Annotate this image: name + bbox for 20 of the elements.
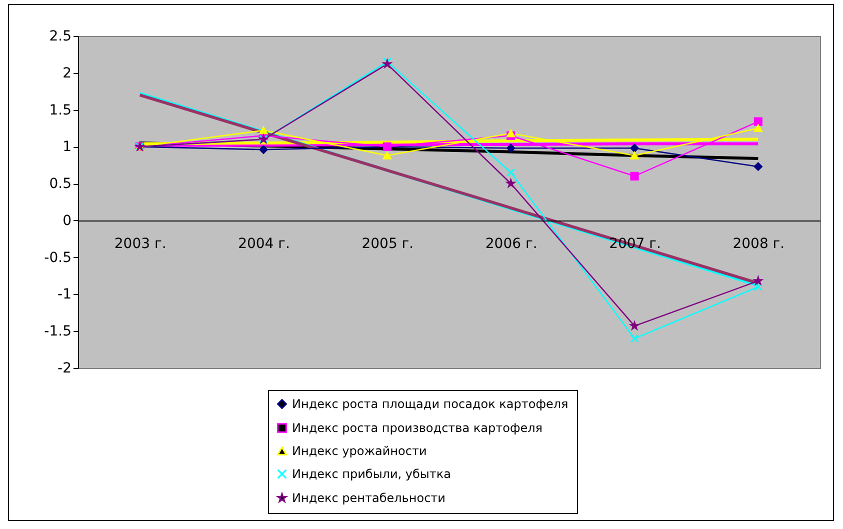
y-tick-label: -1 <box>58 286 72 303</box>
y-tick-label: 2.5 <box>49 28 72 44</box>
legend-label: Индекс прибыли, убытка <box>292 467 451 481</box>
y-tick-label: -2 <box>58 360 72 376</box>
legend-label: Индекс роста производства картофеля <box>292 421 542 435</box>
x-tick-label: 2006 г. <box>485 236 538 252</box>
x-tick-label: 2008 г. <box>732 236 785 252</box>
y-tick-label: 2 <box>62 65 72 82</box>
legend-label: Индекс роста площади посадок картофеля <box>292 397 568 411</box>
legend-label: Индекс урожайности <box>292 444 427 458</box>
y-tick-label: 0.5 <box>49 176 72 192</box>
y-tick-label: 1.5 <box>49 102 72 118</box>
x-tick-label: 2005 г. <box>362 236 414 252</box>
x-tick-label: 2004 г. <box>238 236 290 252</box>
x-tick-label: 2003 г. <box>114 236 166 252</box>
y-tick-label: -0.5 <box>44 250 72 266</box>
y-tick-label: 1 <box>62 139 72 156</box>
y-tick-label: 0 <box>62 212 72 229</box>
y-tick-label: -1.5 <box>44 324 72 340</box>
legend-label: Индекс рентабельности <box>292 491 446 505</box>
